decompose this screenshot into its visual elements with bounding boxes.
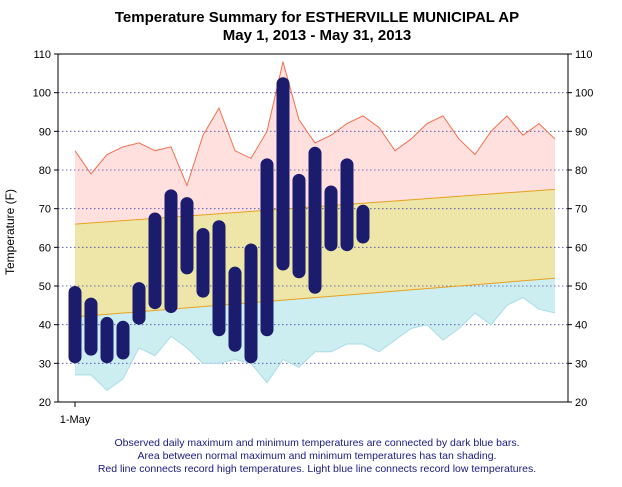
y-tick-label-left: 20 xyxy=(39,397,51,409)
observed-bar xyxy=(68,286,82,364)
observed-bars xyxy=(68,77,370,364)
y-tick-label-right: 80 xyxy=(575,165,587,177)
observed-bar xyxy=(164,189,178,314)
y-tick-label-left: 30 xyxy=(39,358,51,370)
y-tick-label-right: 110 xyxy=(575,49,593,61)
y-tick-label-right: 100 xyxy=(575,88,593,100)
chart-subtitle: May 1, 2013 - May 31, 2013 xyxy=(223,27,411,44)
observed-bar xyxy=(356,204,370,244)
y-axis-label: Temperature (F) xyxy=(3,189,17,275)
gridlines xyxy=(58,92,568,364)
x-tick-label: 1-May xyxy=(60,414,91,426)
observed-bar xyxy=(196,228,210,298)
axes xyxy=(57,53,569,407)
observed-bar xyxy=(84,297,98,356)
y-tick-label-right: 60 xyxy=(575,242,587,254)
y-tick-label-left: 100 xyxy=(33,88,51,100)
observed-bar xyxy=(260,158,274,337)
caption-line-3: Red line connects record high temperatur… xyxy=(98,463,536,475)
observed-bar xyxy=(100,316,114,364)
y-tick-label-right: 70 xyxy=(575,204,587,216)
observed-bar xyxy=(228,266,242,352)
y-tick-label-left: 110 xyxy=(33,49,51,61)
record-high-line xyxy=(74,61,556,187)
plot-frame xyxy=(57,53,569,403)
y-tick-label-left: 70 xyxy=(39,204,51,216)
observed-bar xyxy=(132,282,146,325)
observed-bar xyxy=(340,158,354,252)
observed-bar xyxy=(148,212,162,310)
y-tick-label-left: 80 xyxy=(39,165,51,177)
observed-bar xyxy=(244,243,258,364)
caption-line-1: Observed daily maximum and minimum tempe… xyxy=(114,437,519,449)
observed-bar xyxy=(324,185,338,252)
observed-bar xyxy=(308,146,322,294)
chart-title: Temperature Summary for ESTHERVILLE MUNI… xyxy=(115,9,519,26)
y-tick-label-left: 40 xyxy=(39,320,51,332)
y-tick-label-left: 50 xyxy=(39,281,51,293)
y-tick-label-left: 60 xyxy=(39,242,51,254)
caption-line-2: Area between normal maximum and minimum … xyxy=(138,450,497,462)
observed-bar xyxy=(212,220,226,337)
observed-bar xyxy=(292,173,306,279)
y-tick-label-right: 40 xyxy=(575,320,587,332)
record-low-line xyxy=(75,297,556,392)
observed-bar xyxy=(180,197,194,275)
observed-bar xyxy=(116,320,130,360)
y-tick-label-right: 20 xyxy=(575,397,587,409)
y-tick-label-right: 50 xyxy=(575,281,587,293)
observed-bar xyxy=(276,77,290,271)
y-axis-left-ticks: 20 30 40 50 60 70 80 90 100 110 xyxy=(33,49,58,409)
y-tick-label-right: 90 xyxy=(575,126,587,138)
y-axis-right-ticks: 20 30 40 50 60 70 80 90 100 110 xyxy=(568,49,593,409)
normal-min-line xyxy=(74,277,556,318)
y-tick-label-left: 90 xyxy=(39,126,51,138)
record-low-area xyxy=(75,278,555,391)
y-tick-label-right: 30 xyxy=(575,358,587,370)
